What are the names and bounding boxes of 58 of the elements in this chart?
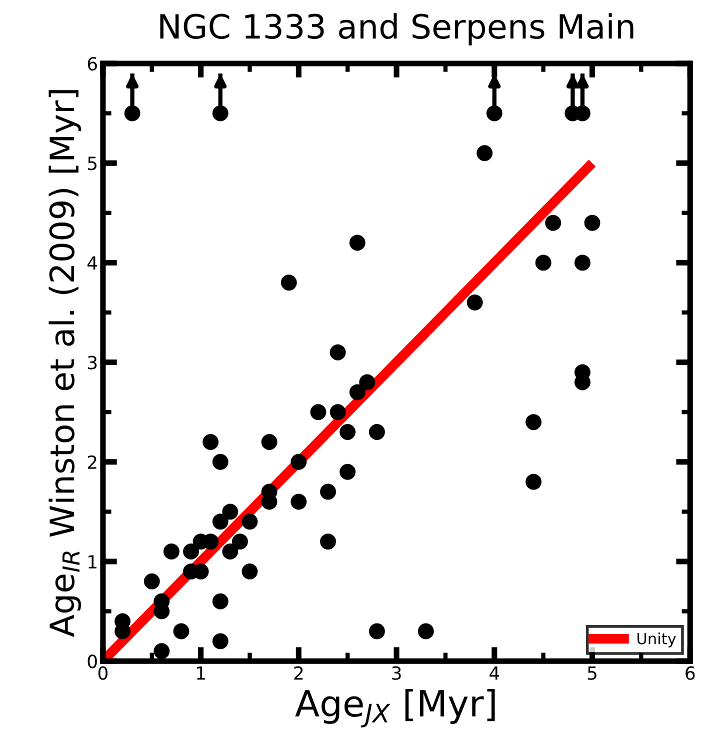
point bbox=[212, 593, 228, 610]
y-tick-label: 5 bbox=[88, 156, 97, 170]
point bbox=[144, 573, 160, 590]
point bbox=[340, 424, 356, 440]
point bbox=[261, 434, 278, 450]
y-tick-label: 2 bbox=[88, 455, 96, 469]
point bbox=[340, 464, 356, 480]
point bbox=[212, 633, 228, 650]
point bbox=[368, 623, 385, 640]
point bbox=[526, 414, 542, 430]
point bbox=[418, 623, 434, 640]
x-tick-label: 4 bbox=[490, 666, 500, 680]
point bbox=[222, 544, 238, 560]
point bbox=[242, 514, 258, 530]
point bbox=[320, 484, 336, 500]
point bbox=[163, 544, 180, 560]
point bbox=[183, 544, 200, 560]
point bbox=[173, 623, 190, 640]
y-axis-title: Age$_{IR}$ Winston et al. (2009) [Myr] bbox=[48, 90, 81, 638]
point bbox=[222, 504, 238, 520]
point bbox=[290, 454, 307, 470]
point bbox=[349, 234, 366, 251]
point bbox=[526, 474, 542, 490]
point bbox=[202, 434, 219, 450]
point bbox=[476, 145, 493, 162]
chart-title: NGC 1333 and Serpens Main bbox=[160, 13, 634, 46]
point bbox=[349, 384, 366, 400]
point bbox=[584, 214, 600, 231]
point bbox=[212, 514, 228, 530]
x-tick-label: 2 bbox=[294, 666, 303, 680]
point bbox=[330, 404, 346, 420]
point bbox=[545, 214, 562, 231]
point bbox=[280, 274, 297, 291]
point bbox=[212, 454, 228, 470]
point bbox=[535, 254, 552, 271]
point bbox=[290, 494, 307, 510]
y-tick-label: 3 bbox=[88, 356, 97, 370]
x-tick-label: 0 bbox=[98, 666, 108, 680]
x-tick-label: 5 bbox=[588, 666, 596, 680]
point bbox=[320, 534, 336, 550]
x-tick-label: 6 bbox=[686, 666, 695, 680]
x-tick-label: 1 bbox=[197, 666, 205, 680]
point bbox=[359, 374, 376, 390]
y-tick-label: 4 bbox=[87, 256, 98, 270]
x-tick-label: 3 bbox=[392, 666, 401, 680]
point bbox=[232, 534, 248, 550]
point bbox=[574, 254, 590, 271]
point bbox=[368, 424, 385, 440]
y-tick-label: 0 bbox=[88, 654, 97, 668]
y-tick-label: 6 bbox=[88, 56, 97, 71]
point bbox=[330, 344, 346, 360]
point bbox=[154, 643, 170, 660]
x-axis-title: Age$_{JX}$ [Myr] bbox=[295, 688, 495, 728]
y-tick-label: 1 bbox=[88, 555, 96, 568]
legend-label: Unity bbox=[638, 632, 676, 648]
point bbox=[466, 294, 483, 311]
point bbox=[310, 404, 326, 420]
point bbox=[242, 563, 258, 580]
